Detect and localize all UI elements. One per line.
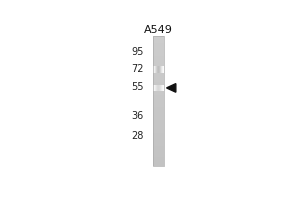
Bar [153, 123, 164, 125]
Bar [153, 77, 164, 79]
Bar [153, 142, 164, 144]
Bar [153, 64, 164, 67]
Text: 36: 36 [131, 111, 143, 121]
Bar [153, 133, 164, 135]
Bar [153, 114, 164, 116]
Bar [153, 127, 164, 129]
Bar [153, 153, 164, 155]
Bar [153, 51, 164, 54]
Bar [153, 140, 164, 142]
Bar [153, 75, 164, 77]
Bar [153, 86, 164, 88]
Bar [153, 101, 164, 103]
Text: 72: 72 [131, 64, 143, 74]
Bar [153, 71, 164, 73]
Text: 95: 95 [131, 47, 143, 57]
Bar [153, 148, 164, 151]
Bar [153, 129, 164, 131]
Bar [153, 73, 164, 75]
Bar [153, 97, 164, 99]
Bar [153, 107, 164, 110]
Bar [153, 120, 164, 123]
Bar [153, 151, 164, 153]
Bar [153, 125, 164, 127]
Bar [153, 38, 164, 41]
Bar [153, 41, 164, 43]
Bar [153, 155, 164, 157]
Bar [153, 135, 164, 138]
Text: 55: 55 [131, 82, 143, 92]
Bar [153, 144, 164, 146]
Bar [153, 131, 164, 133]
Bar [153, 60, 164, 62]
Bar [153, 67, 164, 69]
Bar [153, 88, 164, 90]
Bar [153, 99, 164, 101]
Bar [153, 110, 164, 112]
Bar [153, 90, 164, 92]
Bar [153, 161, 164, 164]
Bar [153, 49, 164, 51]
Bar [153, 84, 164, 86]
Bar [153, 62, 164, 64]
Bar [153, 79, 164, 82]
Bar [153, 43, 164, 45]
Bar [153, 157, 164, 159]
Bar [153, 159, 164, 161]
Bar [153, 36, 164, 38]
Bar [153, 146, 164, 148]
Bar [153, 82, 164, 84]
Bar [153, 36, 164, 166]
Bar [153, 95, 164, 97]
Polygon shape [167, 84, 176, 92]
Text: A549: A549 [143, 25, 172, 35]
Bar [153, 138, 164, 140]
Bar [153, 54, 164, 56]
Bar [153, 92, 164, 95]
Bar [153, 105, 164, 107]
Bar [153, 118, 164, 120]
Bar [153, 164, 164, 166]
Bar [153, 47, 164, 49]
Bar [153, 58, 164, 60]
Bar [153, 45, 164, 47]
Bar [153, 69, 164, 71]
Bar [153, 112, 164, 114]
Bar [153, 103, 164, 105]
Text: 28: 28 [131, 131, 143, 141]
Bar [153, 116, 164, 118]
Bar [153, 56, 164, 58]
